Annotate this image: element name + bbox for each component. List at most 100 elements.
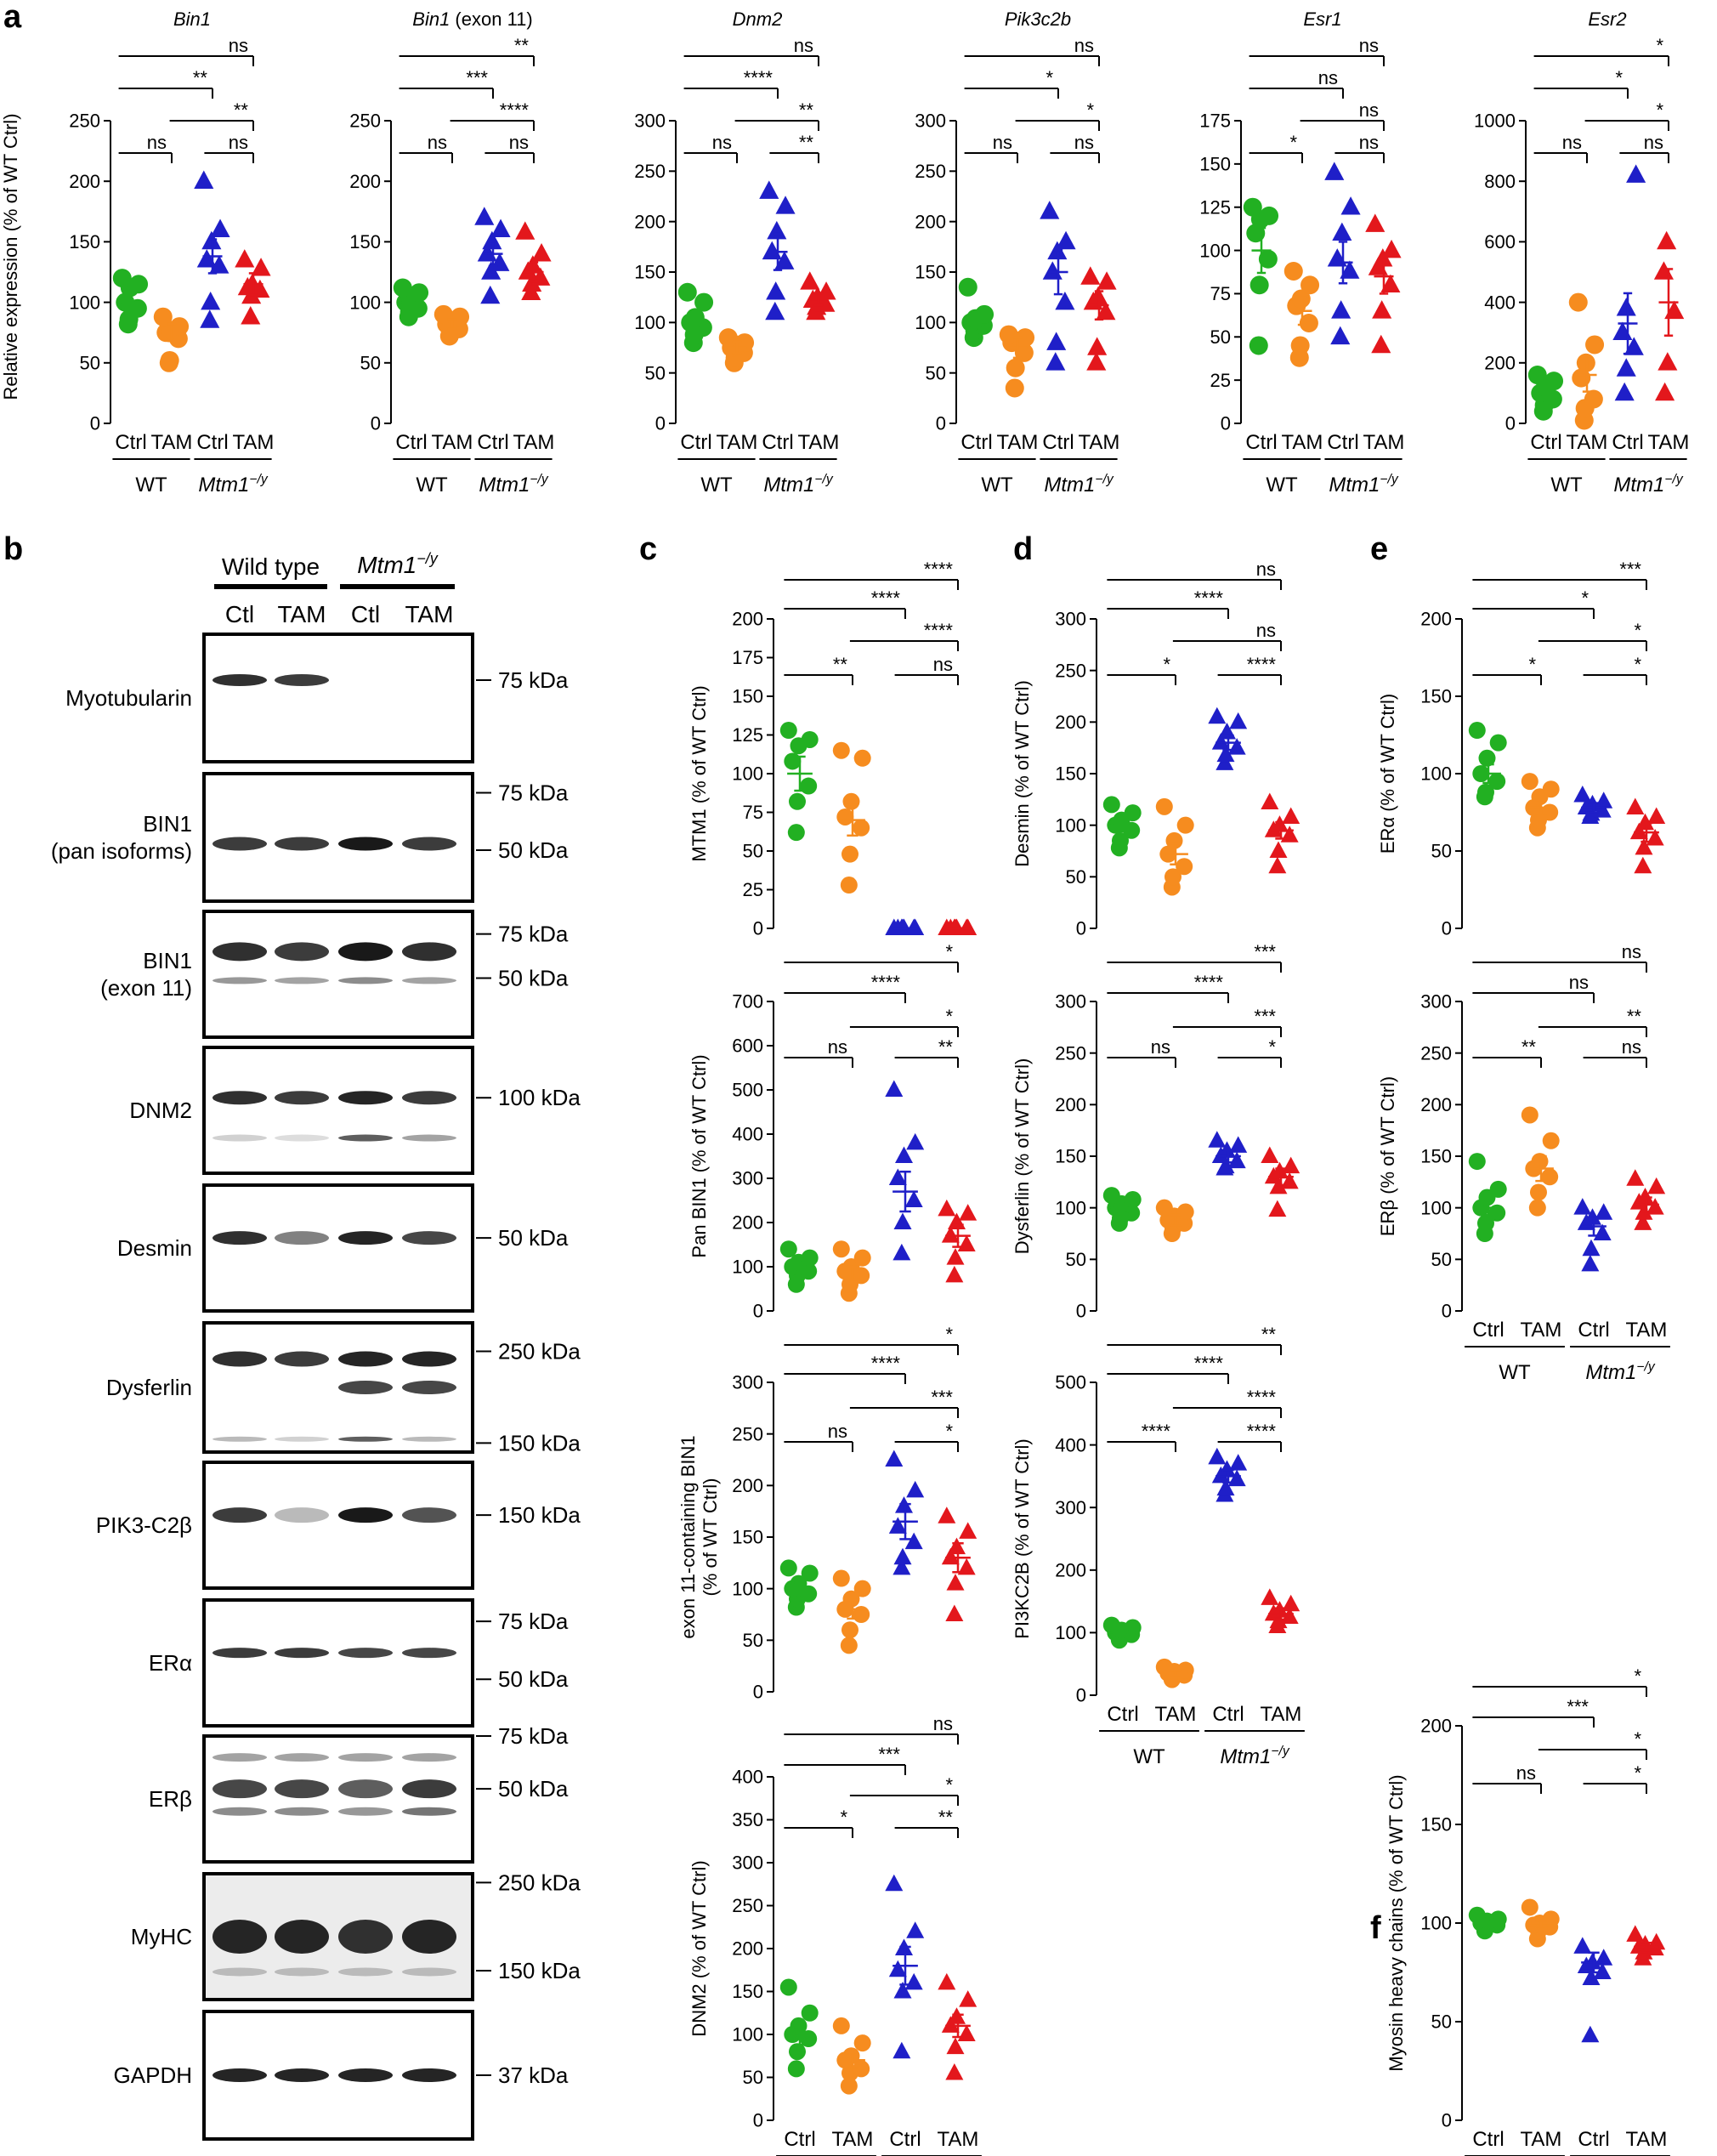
y-tick-label: 50 — [1431, 1249, 1452, 1270]
blot-row: PIK3-C2β 150 kDa — [96, 1461, 581, 1590]
significance-label: * — [1289, 132, 1297, 153]
data-point — [1227, 738, 1246, 755]
significance-label: * — [1268, 1036, 1276, 1058]
data-point — [1229, 1454, 1248, 1471]
blot-protein-label: BIN1 — [143, 811, 192, 837]
significance-label: * — [1046, 67, 1053, 88]
y-tick-label: 100 — [634, 312, 666, 333]
x-tick-label: Ctrl — [784, 2128, 815, 2151]
y-tick-label: 0 — [371, 413, 381, 434]
y-tick-label: 150 — [634, 262, 666, 283]
blot-band — [212, 1134, 267, 1142]
blot-protein-label: ERβ — [149, 1786, 192, 1812]
marker-label: 37 kDa — [498, 2062, 569, 2088]
data-point — [1595, 1949, 1613, 1966]
blot-band — [212, 1807, 267, 1816]
data-point — [1111, 831, 1129, 849]
y-tick-label: 200 — [349, 171, 381, 192]
genotype-name: Mtm1 — [763, 474, 814, 496]
chart-title: Pik3c2b — [1005, 9, 1071, 30]
significance-label: **** — [1247, 1387, 1277, 1408]
data-point — [1573, 785, 1592, 803]
data-point — [1229, 712, 1248, 729]
blot-band — [275, 1351, 329, 1367]
data-point — [1176, 858, 1193, 876]
panel-b-western-blots: b Wild type Mtm1−/y Ctl TAM Ctl TAM Myotubular… — [3, 531, 581, 2141]
blot-row: ERα 75 kDa 50 kDa — [149, 1598, 569, 1728]
data-point — [893, 1547, 912, 1565]
x-tick-label: Ctrl — [1578, 2128, 1609, 2151]
x-tick-label: Ctrl — [1107, 1703, 1138, 1726]
data-point — [938, 918, 956, 935]
y-tick-label: 250 — [732, 1895, 763, 1916]
blot-band — [338, 1807, 393, 1816]
y-tick-label: 0 — [90, 413, 100, 434]
significance-label: * — [1634, 1728, 1641, 1750]
significance-label: *** — [1254, 941, 1276, 962]
blot-protein-label: BIN1 — [143, 948, 192, 973]
significance-label: * — [945, 1006, 953, 1027]
data-point — [1102, 1187, 1120, 1205]
data-point — [393, 278, 412, 298]
data-point — [718, 328, 738, 348]
blot-band — [338, 1648, 393, 1659]
marker-label: 50 kDa — [498, 837, 569, 863]
data-point — [1616, 298, 1636, 316]
significance-label: **** — [871, 1353, 901, 1374]
significance-label: ns — [1562, 132, 1582, 153]
significance-label: ns — [1359, 99, 1379, 121]
data-point — [801, 730, 819, 748]
data-point — [766, 281, 786, 300]
data-point — [958, 277, 978, 297]
data-point — [1124, 804, 1142, 822]
blot-band — [338, 1134, 393, 1142]
data-point — [959, 1522, 978, 1539]
significance-label: ** — [1627, 1006, 1642, 1027]
blot-lane-label: Ctl — [351, 601, 380, 627]
y-tick-label: 50 — [360, 353, 381, 374]
x-tick-label: TAM — [798, 431, 840, 454]
data-point — [1250, 275, 1269, 295]
data-point — [1282, 1594, 1300, 1612]
blot-band — [212, 977, 267, 984]
y-axis-label: PI3KC2B (% of WT Ctrl) — [1012, 1438, 1033, 1639]
y-axis-label: (% of WT Ctrl) — [700, 1478, 721, 1597]
blot-band — [402, 1753, 456, 1762]
blot-band — [402, 1231, 456, 1245]
blot-band — [338, 1753, 393, 1762]
data-point — [1582, 1239, 1601, 1257]
data-point — [853, 2060, 870, 2078]
data-point — [1080, 266, 1101, 285]
marker-label: 150 kDa — [498, 1958, 581, 1983]
significance-label: ns — [1622, 1036, 1641, 1058]
data-point — [1216, 1478, 1235, 1496]
significance-label: **** — [1142, 1421, 1171, 1442]
data-point — [945, 2062, 964, 2080]
y-tick-label: 400 — [1484, 292, 1516, 313]
x-tick-label: TAM — [1626, 1319, 1668, 1342]
data-point — [1595, 791, 1613, 808]
data-point — [892, 1243, 911, 1261]
significance-label: ns — [1256, 559, 1276, 580]
y-tick-label: 50 — [645, 362, 666, 383]
data-point — [1529, 1183, 1547, 1201]
data-point — [1635, 1188, 1654, 1205]
y-tick-label: 1000 — [1474, 111, 1516, 132]
data-point — [1155, 1658, 1173, 1676]
data-point — [975, 304, 994, 324]
chart-title: Esr2 — [1588, 9, 1626, 30]
y-tick-label: 150 — [732, 1981, 763, 2002]
y-tick-label: 100 — [1420, 1197, 1452, 1218]
data-point — [1176, 816, 1194, 834]
blot-band — [402, 942, 456, 962]
data-point — [1290, 336, 1310, 355]
chart-title-gene: Pik3c2b — [1005, 9, 1071, 30]
blot-band — [402, 1648, 456, 1659]
blot-band — [275, 1091, 329, 1105]
blot-band — [338, 1381, 393, 1394]
x-tick-label: Ctrl — [762, 431, 793, 454]
data-point — [938, 1972, 956, 1990]
data-point — [788, 2043, 806, 2061]
chart-title: Dnm2 — [733, 9, 783, 30]
